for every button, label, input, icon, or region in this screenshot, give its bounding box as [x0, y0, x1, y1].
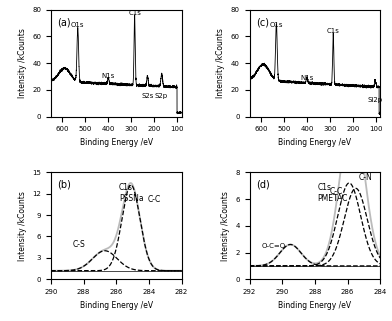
X-axis label: Binding Energy /eV: Binding Energy /eV: [80, 300, 153, 309]
X-axis label: Binding Energy /eV: Binding Energy /eV: [278, 138, 352, 147]
Text: N1s: N1s: [102, 73, 115, 79]
Text: C1s: C1s: [318, 183, 332, 192]
Y-axis label: Intensity /kCounts: Intensity /kCounts: [216, 28, 225, 98]
Y-axis label: Intensity /kCounts: Intensity /kCounts: [18, 191, 27, 261]
Text: (b): (b): [58, 180, 71, 190]
Text: (c): (c): [256, 17, 269, 27]
Text: C-C: C-C: [330, 187, 343, 196]
X-axis label: Binding Energy /eV: Binding Energy /eV: [80, 138, 153, 147]
Text: (a): (a): [58, 17, 71, 27]
Text: C1s: C1s: [119, 183, 133, 192]
Text: C-S: C-S: [73, 240, 85, 249]
Text: PSSNa: PSSNa: [119, 194, 143, 203]
Text: O1s: O1s: [270, 22, 283, 28]
Text: PMETAC: PMETAC: [318, 194, 348, 203]
Text: S2s: S2s: [141, 93, 153, 99]
Text: C1s: C1s: [327, 28, 340, 34]
Text: Si2p: Si2p: [367, 97, 383, 103]
X-axis label: Binding Energy /eV: Binding Energy /eV: [278, 300, 352, 309]
Text: (d): (d): [256, 180, 270, 190]
Text: S2p: S2p: [155, 93, 168, 99]
Text: C1s: C1s: [128, 10, 141, 16]
Text: N1s: N1s: [300, 74, 314, 81]
Text: C-N: C-N: [359, 173, 372, 182]
Text: C-C: C-C: [147, 195, 160, 204]
Y-axis label: Intensity /kCounts: Intensity /kCounts: [221, 191, 230, 261]
Y-axis label: Intensity /kCounts: Intensity /kCounts: [18, 28, 27, 98]
Text: O1s: O1s: [71, 22, 85, 28]
Text: O-C=O: O-C=O: [262, 242, 286, 248]
